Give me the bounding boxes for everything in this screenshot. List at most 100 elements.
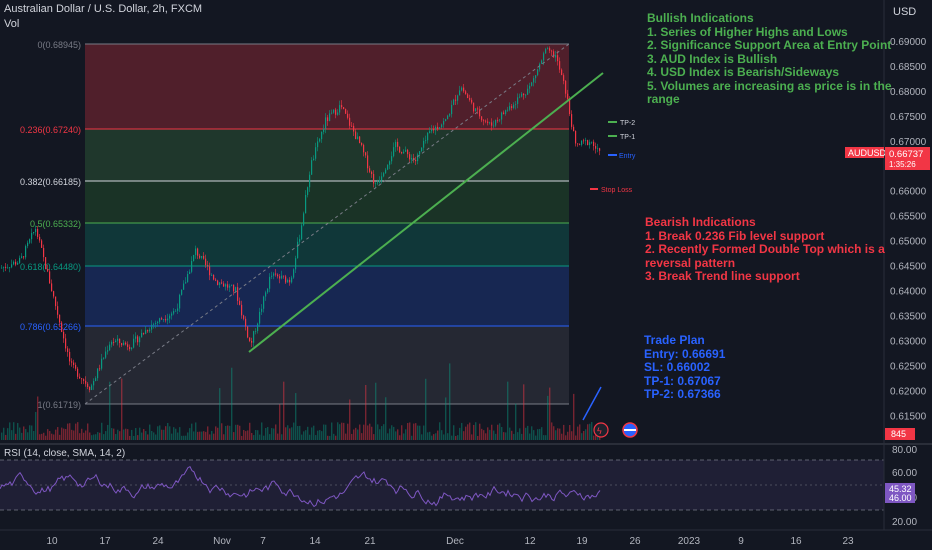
volume-bar: [53, 434, 55, 440]
candle-body: [357, 136, 359, 140]
volume-bar: [175, 428, 177, 440]
candle-body: [231, 284, 233, 286]
volume-bar: [3, 427, 5, 440]
volume-bar: [381, 426, 383, 440]
bearish-note[interactable]: Bearish Indications 1. Break 0.236 Fib l…: [645, 215, 885, 284]
volume-bar: [23, 426, 25, 440]
volume-bar: [435, 433, 437, 440]
projection-line[interactable]: [582, 386, 602, 421]
volume-bar: [311, 427, 313, 440]
volume-bar: [431, 435, 433, 440]
candle-body: [447, 115, 449, 120]
candle-body: [345, 109, 347, 114]
candle-body: [273, 273, 275, 276]
volume-bar: [295, 393, 297, 440]
volume-bar: [267, 427, 269, 440]
candle-body: [505, 110, 507, 114]
candle-body: [413, 157, 415, 160]
volume-bar: [113, 428, 115, 440]
candle-body: [123, 342, 125, 346]
volume-bar: [361, 433, 363, 440]
candle-body: [333, 109, 335, 113]
candle-body: [349, 117, 351, 126]
trade-plan-note[interactable]: Trade Plan Entry: 0.66691 SL: 0.66002 TP…: [644, 333, 725, 402]
price-tick: 0.65000: [890, 237, 927, 248]
candle-body: [69, 351, 71, 362]
candle-body: [559, 61, 561, 70]
candle-body: [157, 321, 159, 323]
candle-body: [111, 341, 113, 345]
candle-body: [91, 385, 93, 390]
candle-body: [185, 282, 187, 284]
volume-bar: [529, 433, 531, 440]
volume-bar: [327, 435, 329, 440]
volume-bar: [317, 430, 319, 440]
volume-bar: [429, 431, 431, 440]
stop-loss-label: Stop Loss: [601, 187, 633, 194]
candle-body: [49, 271, 51, 284]
volume-bar: [485, 433, 487, 440]
candle-body: [63, 331, 65, 339]
candle-body: [7, 267, 9, 269]
volume-bar: [543, 435, 545, 440]
candle-body: [587, 140, 589, 146]
candle-body: [535, 75, 537, 79]
candle-body: [489, 122, 491, 124]
volume-bar: [245, 431, 247, 440]
volume-bar: [407, 423, 409, 440]
volume-bar: [61, 427, 63, 440]
candle-body: [365, 152, 367, 156]
volume-bar: [399, 435, 401, 440]
volume-bar: [489, 429, 491, 440]
candle-body: [33, 232, 35, 234]
volume-bar: [233, 432, 235, 440]
volume-bar: [195, 422, 197, 440]
candle-body: [203, 255, 205, 259]
candle-body: [493, 125, 495, 127]
candle-body: [467, 94, 469, 99]
candle-body: [431, 129, 433, 132]
volume-bar: [9, 422, 11, 440]
candle-body: [541, 60, 543, 64]
candle-body: [561, 69, 563, 76]
volume-bar: [463, 431, 465, 440]
bullish-note[interactable]: Bullish Indications 1. Series of Higher …: [647, 11, 892, 107]
fib-diagonal: [84, 43, 570, 405]
rsi-tick: 20.00: [892, 517, 917, 528]
candle-body: [197, 248, 199, 256]
candle-body: [207, 265, 209, 267]
volume-bar: [437, 430, 439, 440]
currency-label[interactable]: USD: [893, 6, 917, 18]
volume-label[interactable]: Vol: [4, 18, 20, 30]
volume-bar: [359, 424, 361, 440]
volume-bar: [143, 429, 145, 440]
candle-body: [167, 318, 169, 321]
rsi-label[interactable]: RSI (14, close, SMA, 14, 2): [4, 448, 126, 459]
candle-body: [141, 332, 143, 338]
candle-body: [381, 176, 383, 181]
candle-body: [215, 279, 217, 281]
volume-bar: [147, 434, 149, 440]
time-tick: Nov: [213, 536, 231, 547]
chart-title[interactable]: Australian Dollar / U.S. Dollar, 2h, FXC…: [4, 3, 203, 15]
us-flag-stripe: [624, 429, 636, 431]
lightning-event-icon[interactable]: [593, 422, 609, 438]
trend-line[interactable]: [248, 72, 604, 353]
candle-body: [353, 125, 355, 132]
candle-body: [241, 304, 243, 316]
fib-level-label: 1(0.61719): [37, 400, 81, 410]
volume-bar: [155, 434, 157, 440]
candle-body: [459, 90, 461, 96]
rsi-tick: 60.00: [892, 468, 917, 479]
candle-body: [173, 311, 175, 314]
volume-bar: [391, 425, 393, 440]
candle-body: [585, 140, 587, 141]
volume-bar: [265, 428, 267, 440]
volume-bar: [573, 393, 575, 440]
volume-bar: [133, 435, 135, 440]
fib-zone-0786-1: [85, 326, 569, 404]
volume-bar: [385, 397, 387, 440]
volume-bar: [335, 435, 337, 440]
volume-bar: [197, 431, 199, 440]
